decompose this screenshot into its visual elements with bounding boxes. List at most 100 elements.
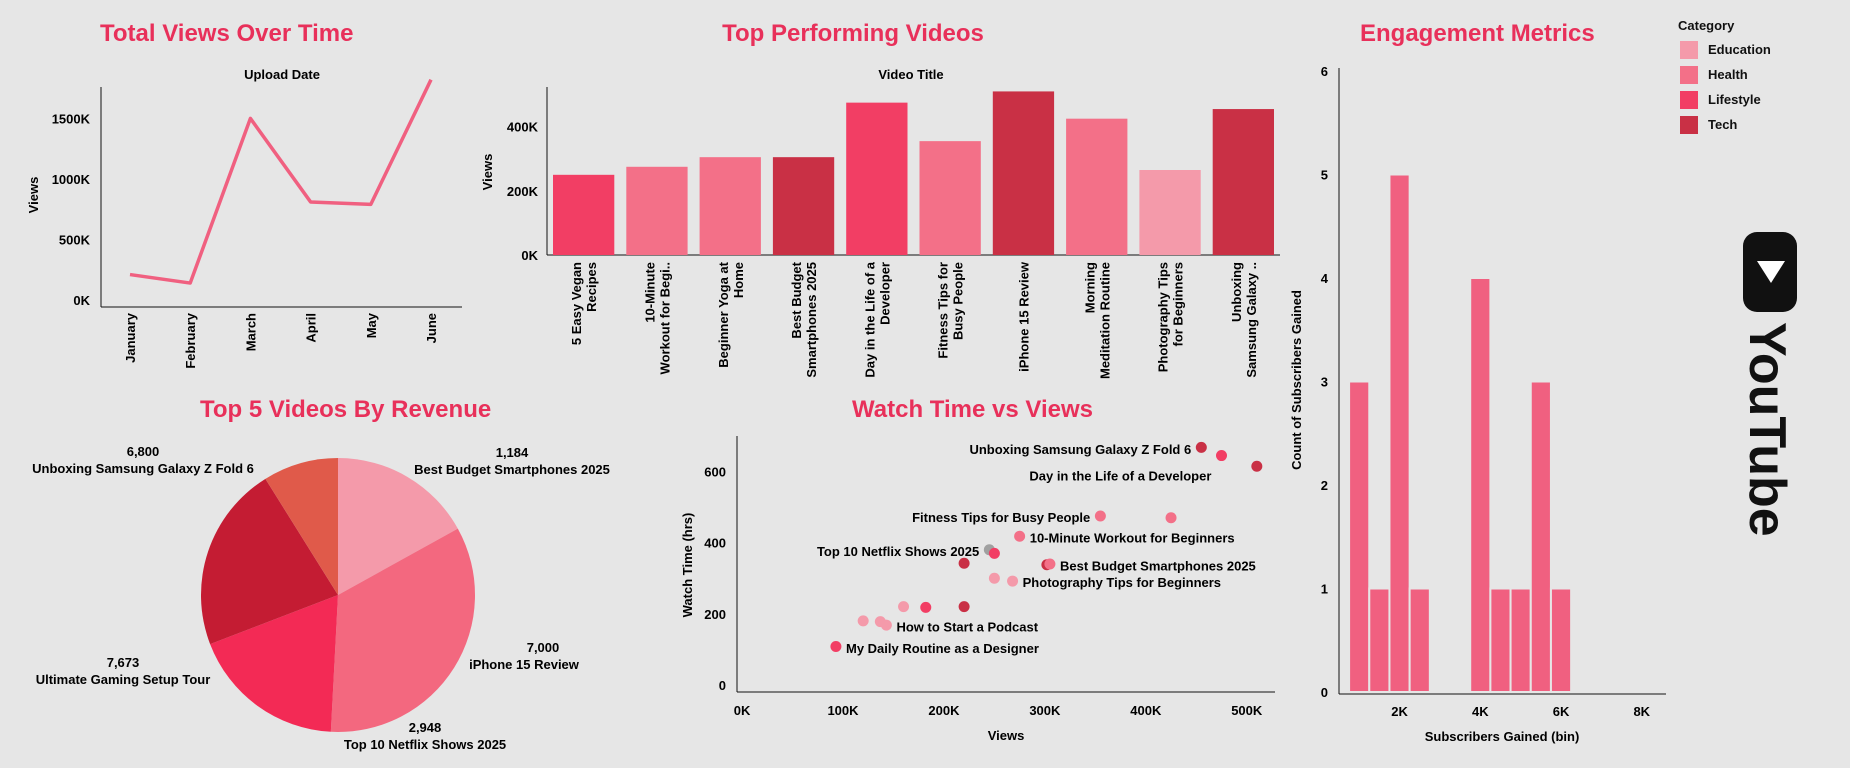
- point-annotation: Day in the Life of a Developer: [1029, 468, 1211, 483]
- scatter-title: Watch Time vs Views: [852, 396, 1093, 423]
- x-tick-label: Samsung Galaxy ..: [1244, 262, 1259, 378]
- x-tick-label: iPhone 15 Review: [1016, 261, 1031, 372]
- x-axis-label: Subscribers Gained (bin): [1425, 729, 1580, 744]
- point-annotation: Unboxing Samsung Galaxy Z Fold 6: [969, 442, 1191, 457]
- pie-slice-label: iPhone 15 Review: [469, 657, 580, 672]
- y-tick-label: 6: [1321, 64, 1328, 79]
- scatter-point: [1165, 512, 1177, 524]
- pie-value-label: 7,673: [107, 655, 140, 670]
- x-tick-label: April: [304, 313, 319, 343]
- y-tick-label: 0: [1321, 685, 1328, 700]
- y-tick-label: 200: [704, 607, 726, 622]
- pie-slice-label: Unboxing Samsung Galaxy Z Fold 6: [32, 461, 254, 476]
- line-chart-subtitle: Upload Date: [244, 67, 320, 82]
- histogram-bar: [1509, 587, 1532, 693]
- x-tick-label: Workout for Begi..: [657, 262, 672, 374]
- pie-value-label: 7,000: [527, 640, 560, 655]
- legend-item-education: Education: [1678, 37, 1771, 62]
- x-tick-label: 2K: [1391, 704, 1408, 719]
- pie-slice-label: Ultimate Gaming Setup Tour: [36, 672, 211, 687]
- legend-swatch: [1680, 115, 1698, 134]
- scatter-point: [830, 640, 842, 652]
- histogram-bar: [1489, 587, 1512, 693]
- point-annotation: Fitness Tips for Busy People: [912, 510, 1090, 525]
- scatter-point: [958, 557, 970, 569]
- scatter-point: [1195, 441, 1207, 453]
- x-tick-label: 300K: [1029, 703, 1061, 718]
- pie-value-label: 6,800: [127, 444, 160, 459]
- pie-value-label: 2,948: [409, 720, 442, 735]
- scatter-chart: 0 200 400 600 0K 100K 200K 300K 400K 500K Watch Ti…: [680, 436, 1275, 743]
- x-tick-label: Morning: [1082, 262, 1097, 313]
- bar: [846, 102, 908, 255]
- x-tick-label: Busy People: [951, 262, 966, 340]
- y-axis-label: Count of Subscribers Gained: [1289, 290, 1304, 470]
- pie-value-label: 1,184: [496, 445, 529, 460]
- y-tick-label: 1000K: [52, 172, 91, 187]
- x-tick-label: January: [123, 312, 138, 363]
- pie-slice-label: Top 10 Netflix Shows 2025: [344, 737, 506, 752]
- x-tick-label: Fitness Tips for: [936, 262, 951, 359]
- scatter-point: [988, 547, 1000, 559]
- scatter-point: [1007, 575, 1019, 587]
- pie-slice: [201, 478, 338, 645]
- bar-chart-title: Top Performing Videos: [722, 20, 984, 47]
- x-tick-label: Recipes: [584, 262, 599, 312]
- x-tick-label: Best Budget: [789, 261, 804, 338]
- histogram-bar: [1408, 587, 1431, 693]
- x-tick-label: 10-Minute: [642, 262, 657, 323]
- y-tick-label: 3: [1321, 375, 1328, 390]
- x-tick-label: February: [183, 312, 198, 368]
- y-tick-label: 5: [1321, 168, 1328, 183]
- legend-item-lifestyle: Lifestyle: [1678, 87, 1771, 112]
- x-tick-label: Developer: [877, 262, 892, 325]
- y-tick-label: 0: [719, 678, 726, 693]
- scatter-point: [958, 601, 970, 613]
- x-axis-label: Views: [988, 728, 1025, 743]
- y-axis-label: Views: [26, 177, 41, 214]
- bar: [1139, 170, 1201, 255]
- scatter-point: [898, 601, 910, 613]
- y-tick-label: 0K: [521, 248, 538, 263]
- scatter-point: [1216, 450, 1228, 462]
- x-tick-label: for Beginners: [1171, 262, 1186, 347]
- x-tick-label: Beginner Yoga at: [716, 261, 731, 367]
- legend-swatch: [1680, 90, 1698, 109]
- x-tick-label: Unboxing: [1229, 262, 1244, 322]
- bar-chart: Video Title 0K 200K 400K Views 5 Easy Vegan Re…: [480, 67, 1280, 379]
- y-tick-label: 200K: [507, 184, 539, 199]
- y-tick-label: 0K: [73, 293, 90, 308]
- y-axis-label: Watch Time (hrs): [680, 513, 695, 618]
- histogram-bar: [1368, 587, 1391, 693]
- histogram-bar: [1348, 380, 1371, 693]
- y-tick-label: 400K: [507, 120, 539, 135]
- y-tick-label: 500K: [59, 232, 91, 247]
- x-tick-label: 5 Easy Vegan: [569, 262, 584, 345]
- scatter-point: [880, 619, 892, 631]
- scatter-point: [920, 601, 932, 613]
- pie-slice: [338, 458, 458, 595]
- legend-title: Category: [1678, 18, 1735, 33]
- histogram-chart: 0 1 2 3 4 5 6 2K 4K 6K 8K Count of Subscribers Gain…: [1289, 64, 1666, 744]
- point-annotation: Best Budget Smartphones 2025: [1060, 558, 1256, 573]
- histogram-bar: [1469, 277, 1492, 693]
- views-line: [129, 78, 433, 285]
- youtube-wordmark: YouTube: [1738, 322, 1796, 537]
- bar: [772, 157, 835, 255]
- x-tick-label: 6K: [1553, 704, 1570, 719]
- point-annotation: How to Start a Podcast: [896, 620, 1038, 635]
- histogram-bar: [1388, 173, 1411, 693]
- x-tick-label: March: [243, 313, 258, 351]
- legend-label: Lifestyle: [1708, 92, 1761, 107]
- bar: [919, 141, 981, 255]
- x-tick-label: June: [424, 313, 439, 343]
- y-tick-label: 1500K: [52, 111, 91, 126]
- bar: [1066, 118, 1128, 255]
- y-tick-label: 600: [704, 465, 726, 480]
- youtube-logo: YouTube: [1738, 230, 1800, 537]
- scatter-point: [857, 615, 869, 627]
- x-tick-label: 400K: [1130, 703, 1162, 718]
- pie-slice: [330, 528, 476, 732]
- pie-chart: 1,184 Best Budget Smartphones 2025 7,000 iP…: [32, 444, 610, 752]
- legend-label: Education: [1708, 42, 1771, 57]
